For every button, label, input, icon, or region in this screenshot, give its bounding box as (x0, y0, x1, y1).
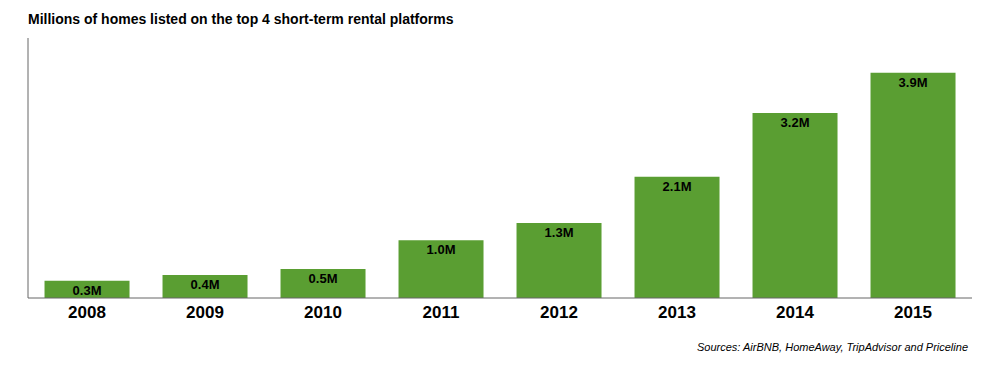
svg-text:1.0M: 1.0M (427, 242, 456, 257)
svg-text:2008: 2008 (68, 303, 106, 322)
svg-text:2013: 2013 (658, 303, 696, 322)
svg-text:2010: 2010 (304, 303, 342, 322)
html-text:Sources: AirBNB, HomeAway, Tri: Sources: AirBNB, HomeAway, TripAdvisor a… (697, 341, 968, 353)
svg-text:2.1M: 2.1M (663, 179, 692, 194)
svg-text:0.4M: 0.4M (191, 277, 220, 292)
svg-text:0.3M: 0.3M (73, 283, 102, 298)
svg-text:2015: 2015 (894, 303, 932, 322)
svg-text:2009: 2009 (186, 303, 224, 322)
svg-text:2012: 2012 (540, 303, 578, 322)
svg-text:0.5M: 0.5M (309, 271, 338, 286)
svg-text:3.2M: 3.2M (781, 115, 810, 130)
html-text:Millions of homes listed on th: Millions of homes listed on the top 4 sh… (28, 11, 454, 27)
svg-text:1.3M: 1.3M (545, 225, 574, 240)
svg-text:2011: 2011 (423, 303, 460, 322)
svg-text:2014: 2014 (776, 303, 814, 322)
svg-text:3.9M: 3.9M (899, 75, 928, 90)
